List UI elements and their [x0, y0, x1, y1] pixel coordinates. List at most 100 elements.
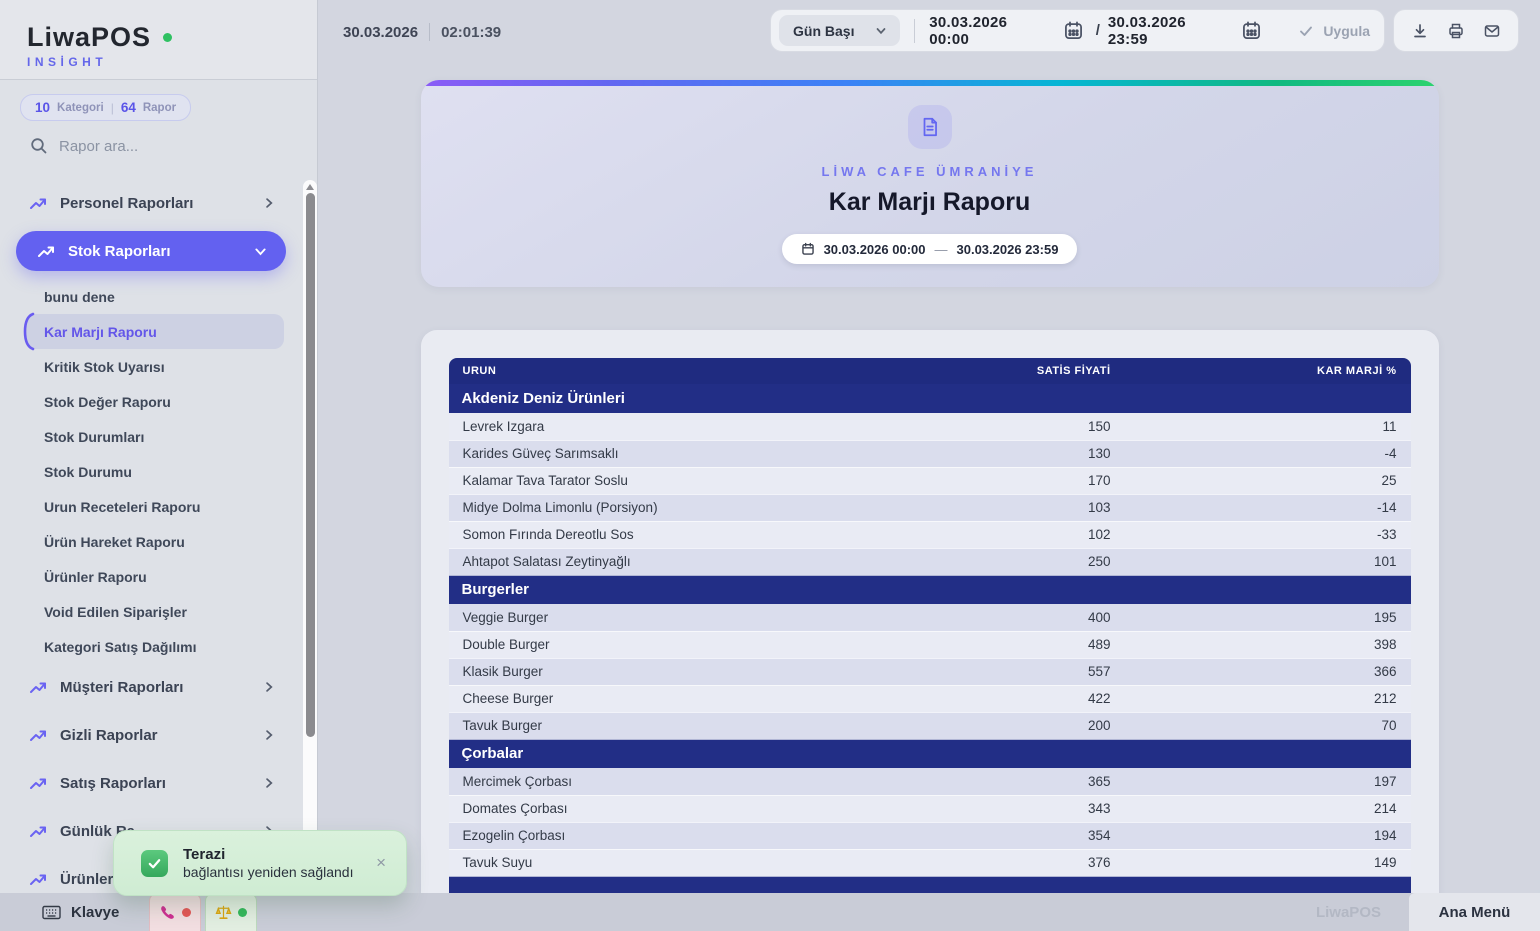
margin-cell: 197: [1110, 768, 1411, 796]
trend-up-icon: [30, 826, 46, 837]
category-count: 10: [35, 100, 51, 115]
apply-button-label: Uygula: [1323, 22, 1370, 39]
datetime-divider: [429, 23, 431, 41]
sidebar-category-label: Personel Raporları: [60, 194, 194, 212]
sidebar-category-15[interactable]: Satış Raporları: [16, 768, 286, 798]
margin-cell: 11: [1110, 413, 1411, 441]
table-row: Kalamar Tava Tarator Soslu 170 25: [448, 467, 1411, 495]
range-separator: /: [1095, 22, 1100, 39]
main-menu-button[interactable]: Ana Menü: [1409, 893, 1540, 931]
trend-up-icon: [30, 682, 46, 693]
success-check-icon: [141, 849, 168, 877]
report-range-start: 30.03.2026 00:00: [823, 241, 926, 257]
sidebar-report-10[interactable]: Ürünler Raporu: [0, 559, 302, 594]
phone-status-button[interactable]: [149, 893, 202, 931]
price-cell: 250: [950, 548, 1111, 576]
sidebar-report-label: Stok Durumu: [44, 463, 132, 480]
table-row: Tavuk Burger 200 70: [448, 712, 1411, 740]
price-cell: 200: [950, 712, 1111, 740]
sidebar-report-label: bunu dene: [44, 288, 115, 305]
sidebar-report-label: Kategori Satış Dağılımı: [44, 638, 197, 655]
sidebar-category-label: Ürünler R: [60, 870, 129, 888]
toast-close-icon[interactable]: ×: [376, 853, 386, 872]
calendar-end-icon[interactable]: [1241, 20, 1262, 41]
print-icon[interactable]: [1447, 22, 1465, 40]
toast-title: Terazi: [183, 846, 226, 863]
sidebar-report-6[interactable]: Stok Durumları: [0, 419, 302, 454]
chevron-right-icon: [266, 778, 273, 788]
product-name-cell: Ahtapot Salatası Zeytinyağlı: [448, 548, 951, 576]
mail-icon[interactable]: [1483, 22, 1501, 40]
document-icon: [923, 117, 937, 137]
chevron-right-icon: [266, 730, 273, 740]
sidebar-category-1-active[interactable]: Stok Raporları: [16, 231, 286, 271]
sidebar-report-12[interactable]: Kategori Satış Dağılımı: [0, 629, 302, 664]
report-header-card: LİWA CAFE ÜMRANİYE Kar Marjı Raporu 30.0…: [420, 80, 1439, 287]
table-category-label: Akdeniz Deniz Ürünleri: [448, 384, 1411, 413]
range-start-value[interactable]: 30.03.2026 00:00: [929, 13, 1008, 48]
sidebar-report-label: Stok Durumları: [44, 428, 145, 445]
range-end-value[interactable]: 30.03.2026 23:59: [1107, 13, 1186, 48]
product-name-cell: Mercimek Çorbası: [448, 768, 951, 796]
download-icon[interactable]: [1411, 22, 1429, 40]
sidebar-category-label: Stok Raporları: [68, 242, 171, 260]
sidebar-report-label: Kritik Stok Uyarısı: [44, 358, 165, 375]
store-name: LİWA CAFE ÜMRANİYE: [821, 164, 1038, 179]
margin-cell: 149: [1110, 849, 1411, 877]
apply-button[interactable]: Uygula: [1298, 23, 1370, 39]
table-category-row: Akdeniz Deniz Ürünleri: [448, 384, 1411, 413]
table-row: Midye Dolma Limonlu (Porsiyon) 103 -14: [448, 494, 1411, 522]
current-datetime: 30.03.2026 02:01:39: [343, 23, 501, 41]
product-name-cell: Midye Dolma Limonlu (Porsiyon): [448, 494, 951, 522]
scrollbar-thumb[interactable]: [305, 193, 315, 737]
scrollbar-up-arrow-icon[interactable]: [306, 184, 314, 190]
brand-logo: LiwaPOS: [27, 22, 152, 52]
sidebar-report-8[interactable]: Urun Receteleri Raporu: [0, 489, 302, 524]
sidebar-report-7[interactable]: Stok Durumu: [0, 454, 302, 489]
scale-status-button[interactable]: [205, 893, 258, 931]
stats-divider: |: [110, 100, 114, 115]
sidebar-scrollbar[interactable]: [303, 180, 317, 893]
margin-cell: 214: [1110, 795, 1411, 823]
calendar-start-icon[interactable]: [1063, 20, 1084, 41]
sidebar-category-13[interactable]: Müşteri Raporları: [16, 672, 286, 702]
sidebar-report-4[interactable]: Kritik Stok Uyarısı: [0, 349, 302, 384]
price-cell: 102: [950, 521, 1111, 549]
report-search-input[interactable]: Rapor ara...: [30, 137, 317, 155]
sidebar-report-5[interactable]: Stok Değer Raporu: [0, 384, 302, 419]
chevron-down-icon: [255, 248, 266, 255]
sidebar-report-9[interactable]: Ürün Hareket Raporu: [0, 524, 302, 559]
margin-cell: 212: [1110, 685, 1411, 713]
topbar: 30.03.2026 02:01:39 Gün Başı 30.03.2026 …: [319, 0, 1540, 62]
toast-notification: Terazi bağlantısı yeniden sağlandı ×: [113, 830, 407, 896]
sidebar-report-11[interactable]: Void Edilen Siparişler: [0, 594, 302, 629]
product-name-cell: Cheese Burger: [448, 685, 951, 713]
trend-up-icon: [30, 730, 46, 741]
product-name-cell: Klasik Burger: [448, 658, 951, 686]
sidebar-menu: Personel Raporları Stok Raporları bunu den…: [0, 182, 302, 907]
sidebar-report-selected[interactable]: Kar Marjı Raporu: [23, 312, 284, 351]
status-dot-icon: [163, 33, 173, 42]
sidebar-category-14[interactable]: Gizli Raporlar: [16, 720, 286, 750]
price-cell: 354: [950, 822, 1111, 850]
scale-status-dot: [238, 908, 248, 917]
margin-cell: 195: [1110, 604, 1411, 632]
table-row: Mercimek Çorbası 365 197: [448, 768, 1411, 796]
product-name-cell: Tavuk Suyu: [448, 849, 951, 877]
table-row: Ezogelin Çorbası 354 194: [448, 822, 1411, 850]
footer-brand: LiwaPOS: [1315, 903, 1381, 921]
margin-cell: 398: [1110, 631, 1411, 659]
margin-cell: -4: [1110, 440, 1411, 468]
preset-select[interactable]: Gün Başı: [779, 15, 901, 46]
sidebar-report-label: Stok Değer Raporu: [44, 393, 171, 410]
sidebar-category-0[interactable]: Personel Raporları: [16, 188, 286, 218]
margin-cell: 101: [1110, 548, 1411, 576]
table-row: Ahtapot Salatası Zeytinyağlı 250 101: [448, 548, 1411, 576]
keyboard-button[interactable]: Klavye: [42, 904, 119, 921]
column-header-product: URUN: [448, 358, 951, 384]
sidebar-report-label: Kar Marjı Raporu: [44, 323, 157, 340]
price-cell: 150: [950, 413, 1111, 441]
table-row: Somon Fırında Dereotlu Sos 102 -33: [448, 521, 1411, 549]
sidebar-report-2[interactable]: bunu dene: [0, 279, 302, 314]
price-cell: 557: [950, 658, 1111, 686]
